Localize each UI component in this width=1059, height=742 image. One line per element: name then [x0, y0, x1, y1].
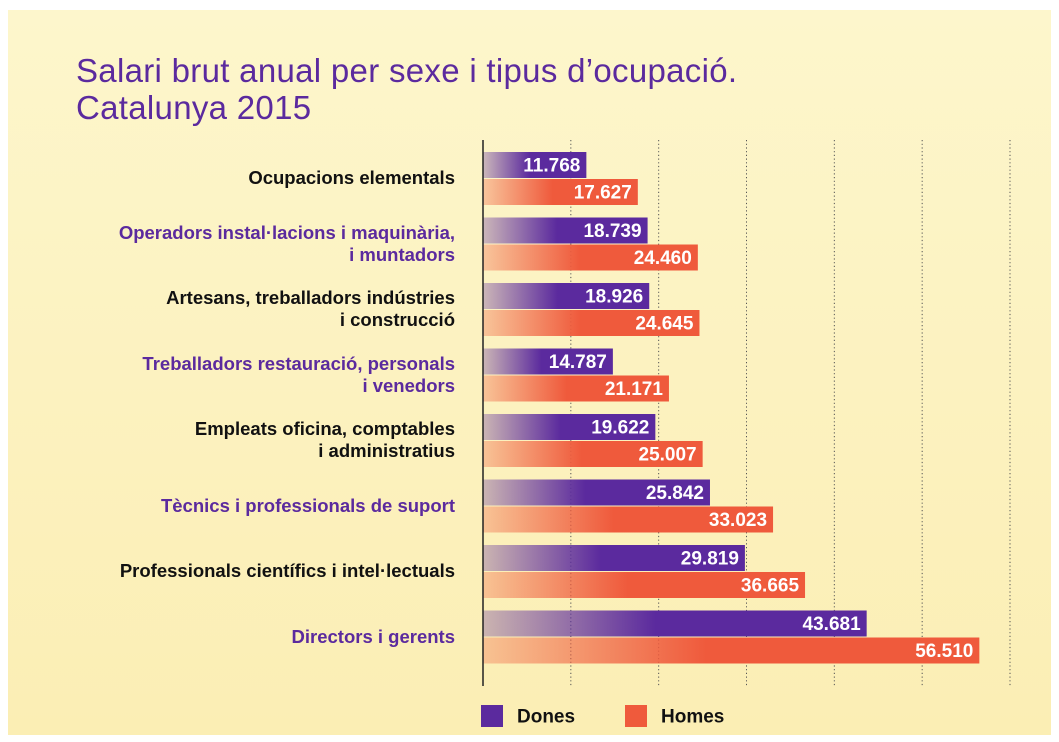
bar	[483, 348, 613, 375]
value-label: 21.171	[605, 379, 664, 400]
bar	[483, 479, 710, 506]
bar	[483, 217, 648, 244]
bar	[483, 441, 703, 467]
value-label: 43.681	[803, 614, 862, 635]
category-label: Ocupacions elementals	[248, 167, 455, 188]
category-label: Tècnics i professionals de suport	[160, 494, 455, 516]
bar	[483, 179, 638, 205]
value-label: 11.768	[523, 156, 580, 177]
bar	[483, 244, 698, 271]
chart-title: Salari brut anual per sexe i tipus d’ocu…	[76, 52, 738, 126]
legend-label: Homes	[661, 707, 724, 728]
value-label: 29.819	[681, 549, 739, 570]
bar	[483, 637, 980, 664]
legend-label: Dones	[517, 707, 575, 728]
bar	[483, 283, 650, 309]
legend-swatch	[481, 705, 503, 727]
value-label: 19.622	[591, 418, 649, 439]
value-label: 25.007	[639, 445, 697, 466]
category-label: Treballadors restauració, personals i ve…	[142, 352, 455, 396]
value-label: 14.787	[549, 352, 607, 373]
value-label: 56.510	[915, 641, 973, 662]
category-label: Professionals científics i intel·lectual…	[119, 560, 455, 581]
bar	[483, 152, 587, 178]
category-label: Directors i gerents	[291, 625, 455, 647]
bar	[483, 610, 867, 637]
bar	[483, 545, 745, 571]
category-label: Operadors instal·lacions i maquinària, i…	[118, 221, 455, 265]
value-label: 18.739	[583, 221, 641, 242]
bar	[483, 375, 669, 402]
value-label: 17.627	[574, 183, 632, 204]
value-label: 24.460	[634, 248, 692, 269]
value-label: 18.926	[585, 287, 643, 308]
category-label: Empleats oficina, comptables i administr…	[194, 418, 455, 461]
bar	[483, 572, 806, 598]
category-label: Artesans, treballadors indústries i cons…	[166, 287, 455, 330]
value-label: 24.645	[635, 314, 694, 335]
bar	[483, 506, 774, 533]
value-label: 36.665	[741, 576, 800, 597]
value-label: 33.023	[709, 510, 767, 531]
bar	[483, 310, 700, 336]
bar	[483, 414, 656, 440]
legend-swatch	[625, 705, 647, 727]
value-label: 25.842	[646, 483, 704, 504]
